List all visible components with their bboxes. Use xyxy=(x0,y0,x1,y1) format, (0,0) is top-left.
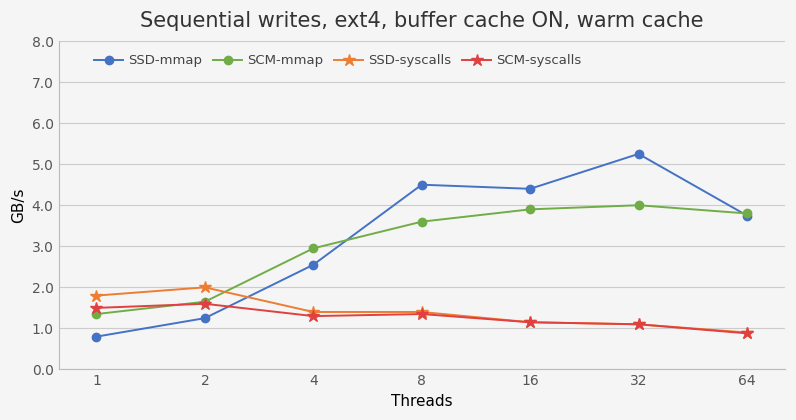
SCM-syscalls xyxy=(92,305,101,310)
SSD-mmap xyxy=(525,186,535,192)
SSD-syscalls xyxy=(200,285,209,290)
SSD-syscalls xyxy=(525,320,535,325)
SCM-syscalls xyxy=(634,322,643,327)
SSD-mmap xyxy=(200,315,209,320)
SSD-mmap xyxy=(92,334,101,339)
SCM-syscalls xyxy=(742,331,751,336)
Line: SCM-syscalls: SCM-syscalls xyxy=(90,297,753,340)
Line: SSD-syscalls: SSD-syscalls xyxy=(90,281,753,339)
SSD-syscalls xyxy=(92,293,101,298)
SCM-syscalls xyxy=(417,312,427,317)
SSD-syscalls xyxy=(634,322,643,327)
Line: SSD-mmap: SSD-mmap xyxy=(92,150,751,341)
SCM-mmap xyxy=(92,312,101,317)
SSD-mmap xyxy=(634,151,643,156)
Line: SCM-mmap: SCM-mmap xyxy=(92,201,751,318)
SCM-mmap xyxy=(525,207,535,212)
SCM-mmap xyxy=(634,203,643,208)
SCM-syscalls xyxy=(525,320,535,325)
SCM-mmap xyxy=(309,246,318,251)
SSD-mmap xyxy=(742,213,751,218)
Legend: SSD-mmap, SCM-mmap, SSD-syscalls, SCM-syscalls: SSD-mmap, SCM-mmap, SSD-syscalls, SCM-sy… xyxy=(94,54,582,67)
SSD-syscalls xyxy=(417,310,427,315)
Y-axis label: GB/s: GB/s xyxy=(11,187,26,223)
SSD-mmap xyxy=(309,262,318,267)
SCM-syscalls xyxy=(200,301,209,306)
X-axis label: Threads: Threads xyxy=(391,394,452,409)
SSD-mmap xyxy=(417,182,427,187)
SCM-mmap xyxy=(200,299,209,304)
SSD-syscalls xyxy=(309,310,318,315)
Title: Sequential writes, ext4, buffer cache ON, warm cache: Sequential writes, ext4, buffer cache ON… xyxy=(140,11,704,31)
SCM-mmap xyxy=(742,211,751,216)
SCM-mmap xyxy=(417,219,427,224)
SCM-syscalls xyxy=(309,314,318,319)
SSD-syscalls xyxy=(742,330,751,335)
